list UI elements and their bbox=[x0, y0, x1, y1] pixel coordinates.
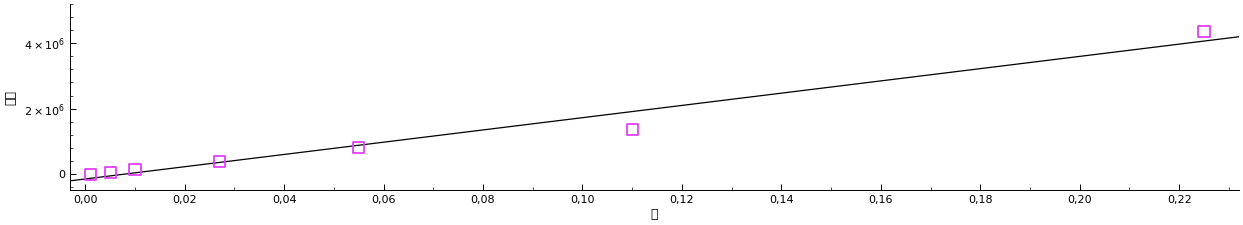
Point bbox=[349, 146, 369, 150]
Point bbox=[1195, 30, 1214, 34]
X-axis label: 양: 양 bbox=[651, 208, 659, 221]
Point bbox=[126, 168, 145, 171]
Point bbox=[210, 159, 230, 163]
Point bbox=[101, 171, 121, 174]
Point bbox=[623, 128, 643, 132]
Point bbox=[81, 173, 101, 177]
Y-axis label: 면적: 면적 bbox=[4, 90, 17, 105]
